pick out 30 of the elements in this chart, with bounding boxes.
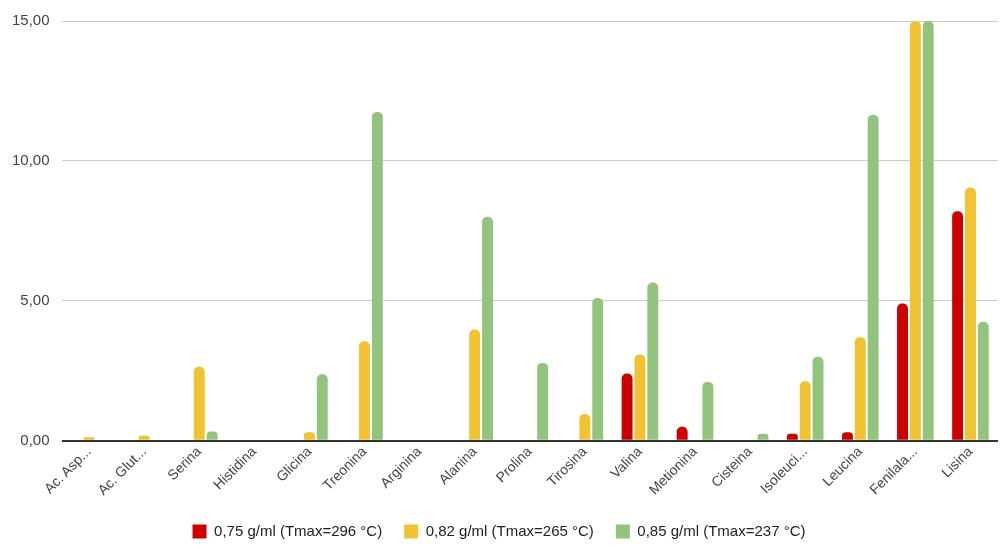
bar bbox=[592, 297, 604, 440]
bar bbox=[359, 341, 370, 440]
bar bbox=[867, 114, 879, 440]
bar bbox=[922, 21, 934, 440]
y-tick-label: 5,00 bbox=[20, 290, 50, 308]
bar bbox=[909, 21, 921, 440]
legend-label: 0,85 g/ml (Tmax=237 °C) bbox=[637, 521, 806, 539]
bar bbox=[897, 303, 908, 440]
legend-label: 0,75 g/ml (Tmax=296 °C) bbox=[214, 521, 383, 539]
bar bbox=[854, 337, 866, 440]
bar bbox=[193, 366, 205, 440]
bar bbox=[647, 282, 659, 440]
bar bbox=[702, 381, 714, 440]
bar bbox=[812, 356, 824, 440]
bar bbox=[537, 362, 549, 440]
bar bbox=[316, 374, 328, 440]
bar bbox=[977, 321, 989, 440]
bar bbox=[634, 354, 646, 440]
bar bbox=[952, 211, 964, 440]
y-tick-label: 10,00 bbox=[11, 151, 50, 169]
bar bbox=[371, 111, 383, 440]
y-tick-label: 15,00 bbox=[11, 11, 50, 29]
bar bbox=[621, 373, 633, 440]
bar bbox=[579, 414, 591, 440]
bar bbox=[964, 187, 976, 440]
legend-label: 0,82 g/ml (Tmax=265 °C) bbox=[425, 521, 594, 539]
bar bbox=[469, 329, 481, 440]
bar bbox=[482, 216, 493, 440]
bar bbox=[799, 381, 811, 440]
y-tick-label: 0,00 bbox=[20, 430, 50, 448]
